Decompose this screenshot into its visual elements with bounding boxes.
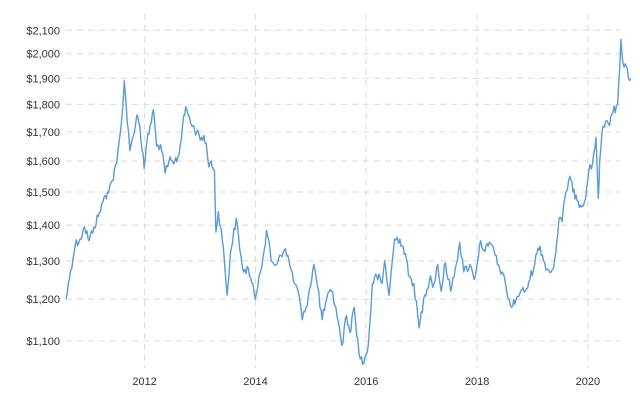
y-tick-label: $1,300 — [26, 256, 60, 268]
x-tick-label: 2020 — [576, 376, 600, 388]
y-tick-label: $2,100 — [26, 25, 60, 37]
y-tick-label: $2,000 — [26, 49, 60, 61]
y-tick-label: $1,200 — [26, 294, 60, 306]
series-layer — [65, 38, 632, 365]
y-tick-label: $1,600 — [26, 156, 60, 168]
x-tick-label: 2016 — [354, 376, 378, 388]
y-tick-label: $1,500 — [26, 187, 60, 199]
y-tick-label: $1,900 — [26, 73, 60, 85]
y-axis-ticks: $1,100 $1,200 $1,300 $1,400 $1,500 $1,600 $1,7… — [26, 25, 60, 348]
price-line-series-0 — [65, 38, 632, 365]
x-tick-label: 2018 — [465, 376, 489, 388]
x-tick-label: 2014 — [243, 376, 267, 388]
grid — [66, 14, 620, 368]
y-tick-label: $1,100 — [26, 336, 60, 348]
y-tick-label: $1,400 — [26, 220, 60, 232]
x-axis-ticks: 2012 2014 2016 2018 2020 — [132, 376, 600, 388]
y-tick-label: $1,800 — [26, 99, 60, 111]
y-tick-label: $1,700 — [26, 127, 60, 139]
x-tick-label: 2012 — [132, 376, 156, 388]
